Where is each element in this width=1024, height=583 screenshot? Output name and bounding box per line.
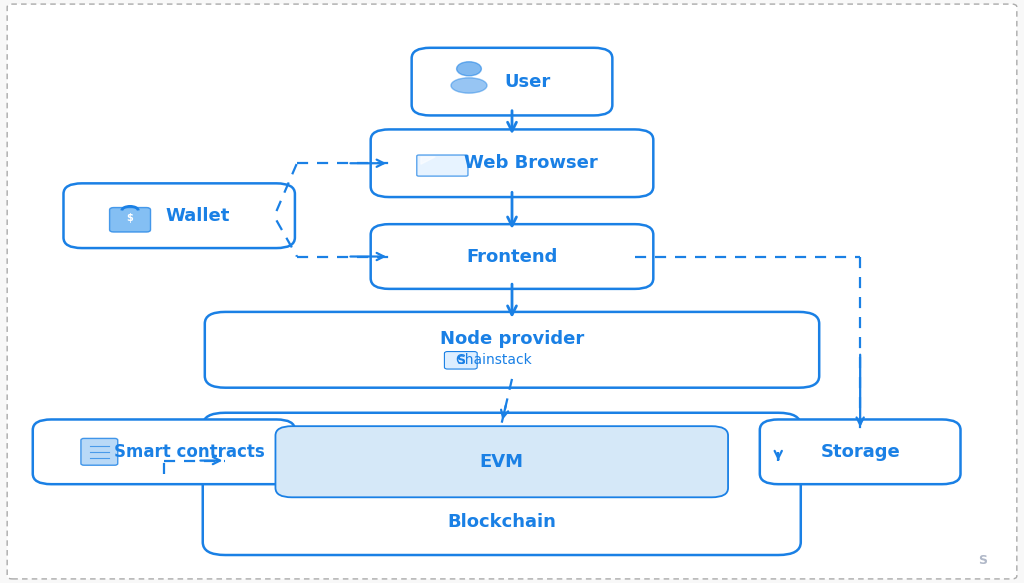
Text: User: User [504, 73, 551, 90]
Text: Storage: Storage [820, 443, 900, 461]
Text: Node provider: Node provider [440, 331, 584, 348]
Text: EVM: EVM [480, 453, 523, 470]
FancyBboxPatch shape [371, 224, 653, 289]
Ellipse shape [451, 78, 487, 93]
FancyBboxPatch shape [275, 426, 728, 497]
Text: Frontend: Frontend [466, 248, 558, 265]
FancyBboxPatch shape [33, 420, 295, 484]
Text: Smart contracts: Smart contracts [114, 443, 265, 461]
Text: S: S [979, 554, 987, 567]
FancyBboxPatch shape [205, 312, 819, 388]
FancyBboxPatch shape [81, 438, 118, 465]
Circle shape [457, 62, 481, 76]
FancyBboxPatch shape [203, 413, 801, 555]
FancyBboxPatch shape [444, 352, 477, 369]
Text: $: $ [127, 213, 133, 223]
Polygon shape [421, 157, 435, 164]
FancyBboxPatch shape [371, 129, 653, 197]
FancyBboxPatch shape [417, 155, 468, 176]
FancyBboxPatch shape [110, 208, 151, 232]
FancyBboxPatch shape [412, 48, 612, 115]
Text: Web Browser: Web Browser [464, 154, 597, 172]
FancyBboxPatch shape [7, 4, 1017, 579]
Text: S: S [457, 354, 465, 367]
Text: Blockchain: Blockchain [447, 513, 556, 531]
FancyBboxPatch shape [63, 183, 295, 248]
FancyBboxPatch shape [760, 420, 961, 484]
Text: Wallet: Wallet [166, 207, 229, 224]
Text: Chainstack: Chainstack [456, 353, 531, 367]
